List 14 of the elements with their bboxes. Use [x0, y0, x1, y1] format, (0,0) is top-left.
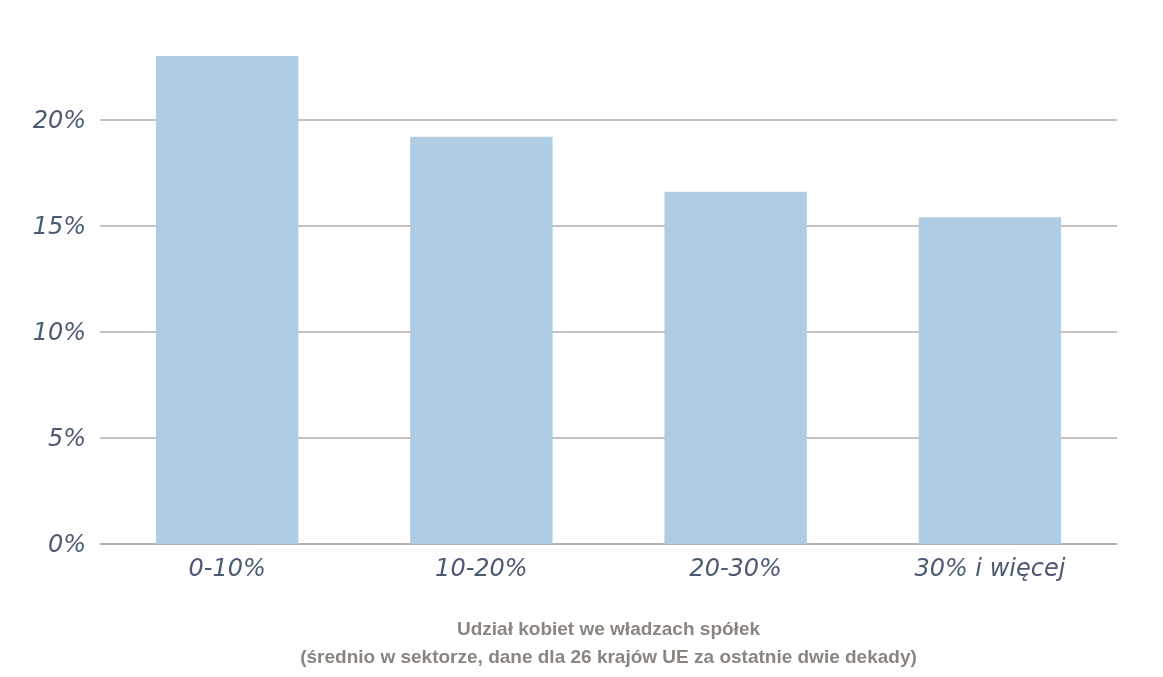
y-tick-label: 15%	[32, 211, 86, 240]
bar	[155, 56, 299, 544]
y-tick-label: 5%	[47, 423, 86, 452]
x-axis-title: Udział kobiet we władzach spółek (średnio w sektorze, dane dla 26 krajów UE za ostatnie dwie dekady)	[300, 617, 917, 667]
x-tick-label: 20-30%	[689, 554, 782, 582]
bar	[410, 136, 553, 544]
y-tick-label: 20%	[32, 105, 86, 134]
bar	[664, 191, 807, 544]
x-tick-label: 10-20%	[435, 554, 528, 582]
x-tick-label: 0-10%	[188, 554, 266, 582]
bar	[918, 217, 1062, 544]
y-tick-label: 10%	[32, 317, 86, 346]
x-tick-label: 30% i więcej	[914, 554, 1066, 582]
y-tick-label: 0%	[47, 530, 86, 558]
